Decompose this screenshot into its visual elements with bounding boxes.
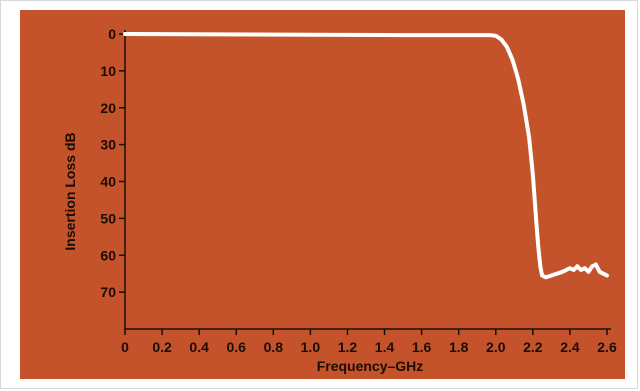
x-tick-label: 0.8 [264,339,284,355]
x-tick-label: 1.6 [412,339,432,355]
x-tick-label: 0.4 [189,339,209,355]
y-tick-label: 0 [108,26,116,42]
insertion-loss-line [123,32,609,280]
y-tick-label: 20 [100,100,116,116]
x-axis-title: Frequency–GHz [317,358,424,374]
x-tick-label: 2.4 [560,339,580,355]
x-tick-label: 2.2 [523,339,543,355]
x-ticks: 0 0.2 0.4 0.6 0.8 1.0 1.2 1.4 1.6 1.8 2.0 2.2 2.4 2.6 [121,329,617,355]
x-tick-label: 1.8 [449,339,469,355]
x-tick-label: 0 [121,339,129,355]
y-tick-label: 60 [100,247,116,263]
x-tick-label: 2.6 [597,339,617,355]
axes [124,30,611,330]
y-tick-label: 10 [100,63,116,79]
y-tick-label: 30 [100,137,116,153]
y-tick-label: 70 [100,284,116,300]
x-tick-label: 0.6 [226,339,246,355]
x-tick-label: 1.2 [338,339,358,355]
y-tick-label: 50 [100,210,116,226]
x-tick-label: 0.2 [152,339,172,355]
x-tick-label: 2.0 [486,339,506,355]
x-tick-label: 1.4 [375,339,395,355]
y-ticks: 0 10 20 30 40 50 60 70 [100,26,125,300]
y-tick-label: 40 [100,174,116,190]
x-tick-label: 1.0 [301,339,321,355]
y-axis-title: Insertion Loss dB [62,132,78,250]
